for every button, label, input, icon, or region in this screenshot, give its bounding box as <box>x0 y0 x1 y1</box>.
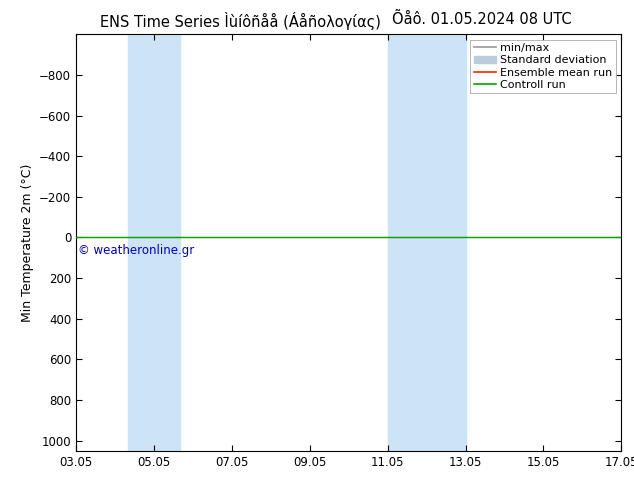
Bar <box>128 34 180 451</box>
Legend: min/max, Standard deviation, Ensemble mean run, Controll run: min/max, Standard deviation, Ensemble me… <box>470 40 616 93</box>
Text: Õåô. 01.05.2024 08 UTC: Õåô. 01.05.2024 08 UTC <box>392 12 572 27</box>
Text: ENS Time Series Ìùíôñåå (Áåñολογίας): ENS Time Series Ìùíôñåå (Áåñολογίας) <box>100 12 382 30</box>
Bar <box>387 34 465 451</box>
Text: © weatheronline.gr: © weatheronline.gr <box>78 244 194 257</box>
Y-axis label: Min Temperature 2m (°C): Min Temperature 2m (°C) <box>20 163 34 322</box>
